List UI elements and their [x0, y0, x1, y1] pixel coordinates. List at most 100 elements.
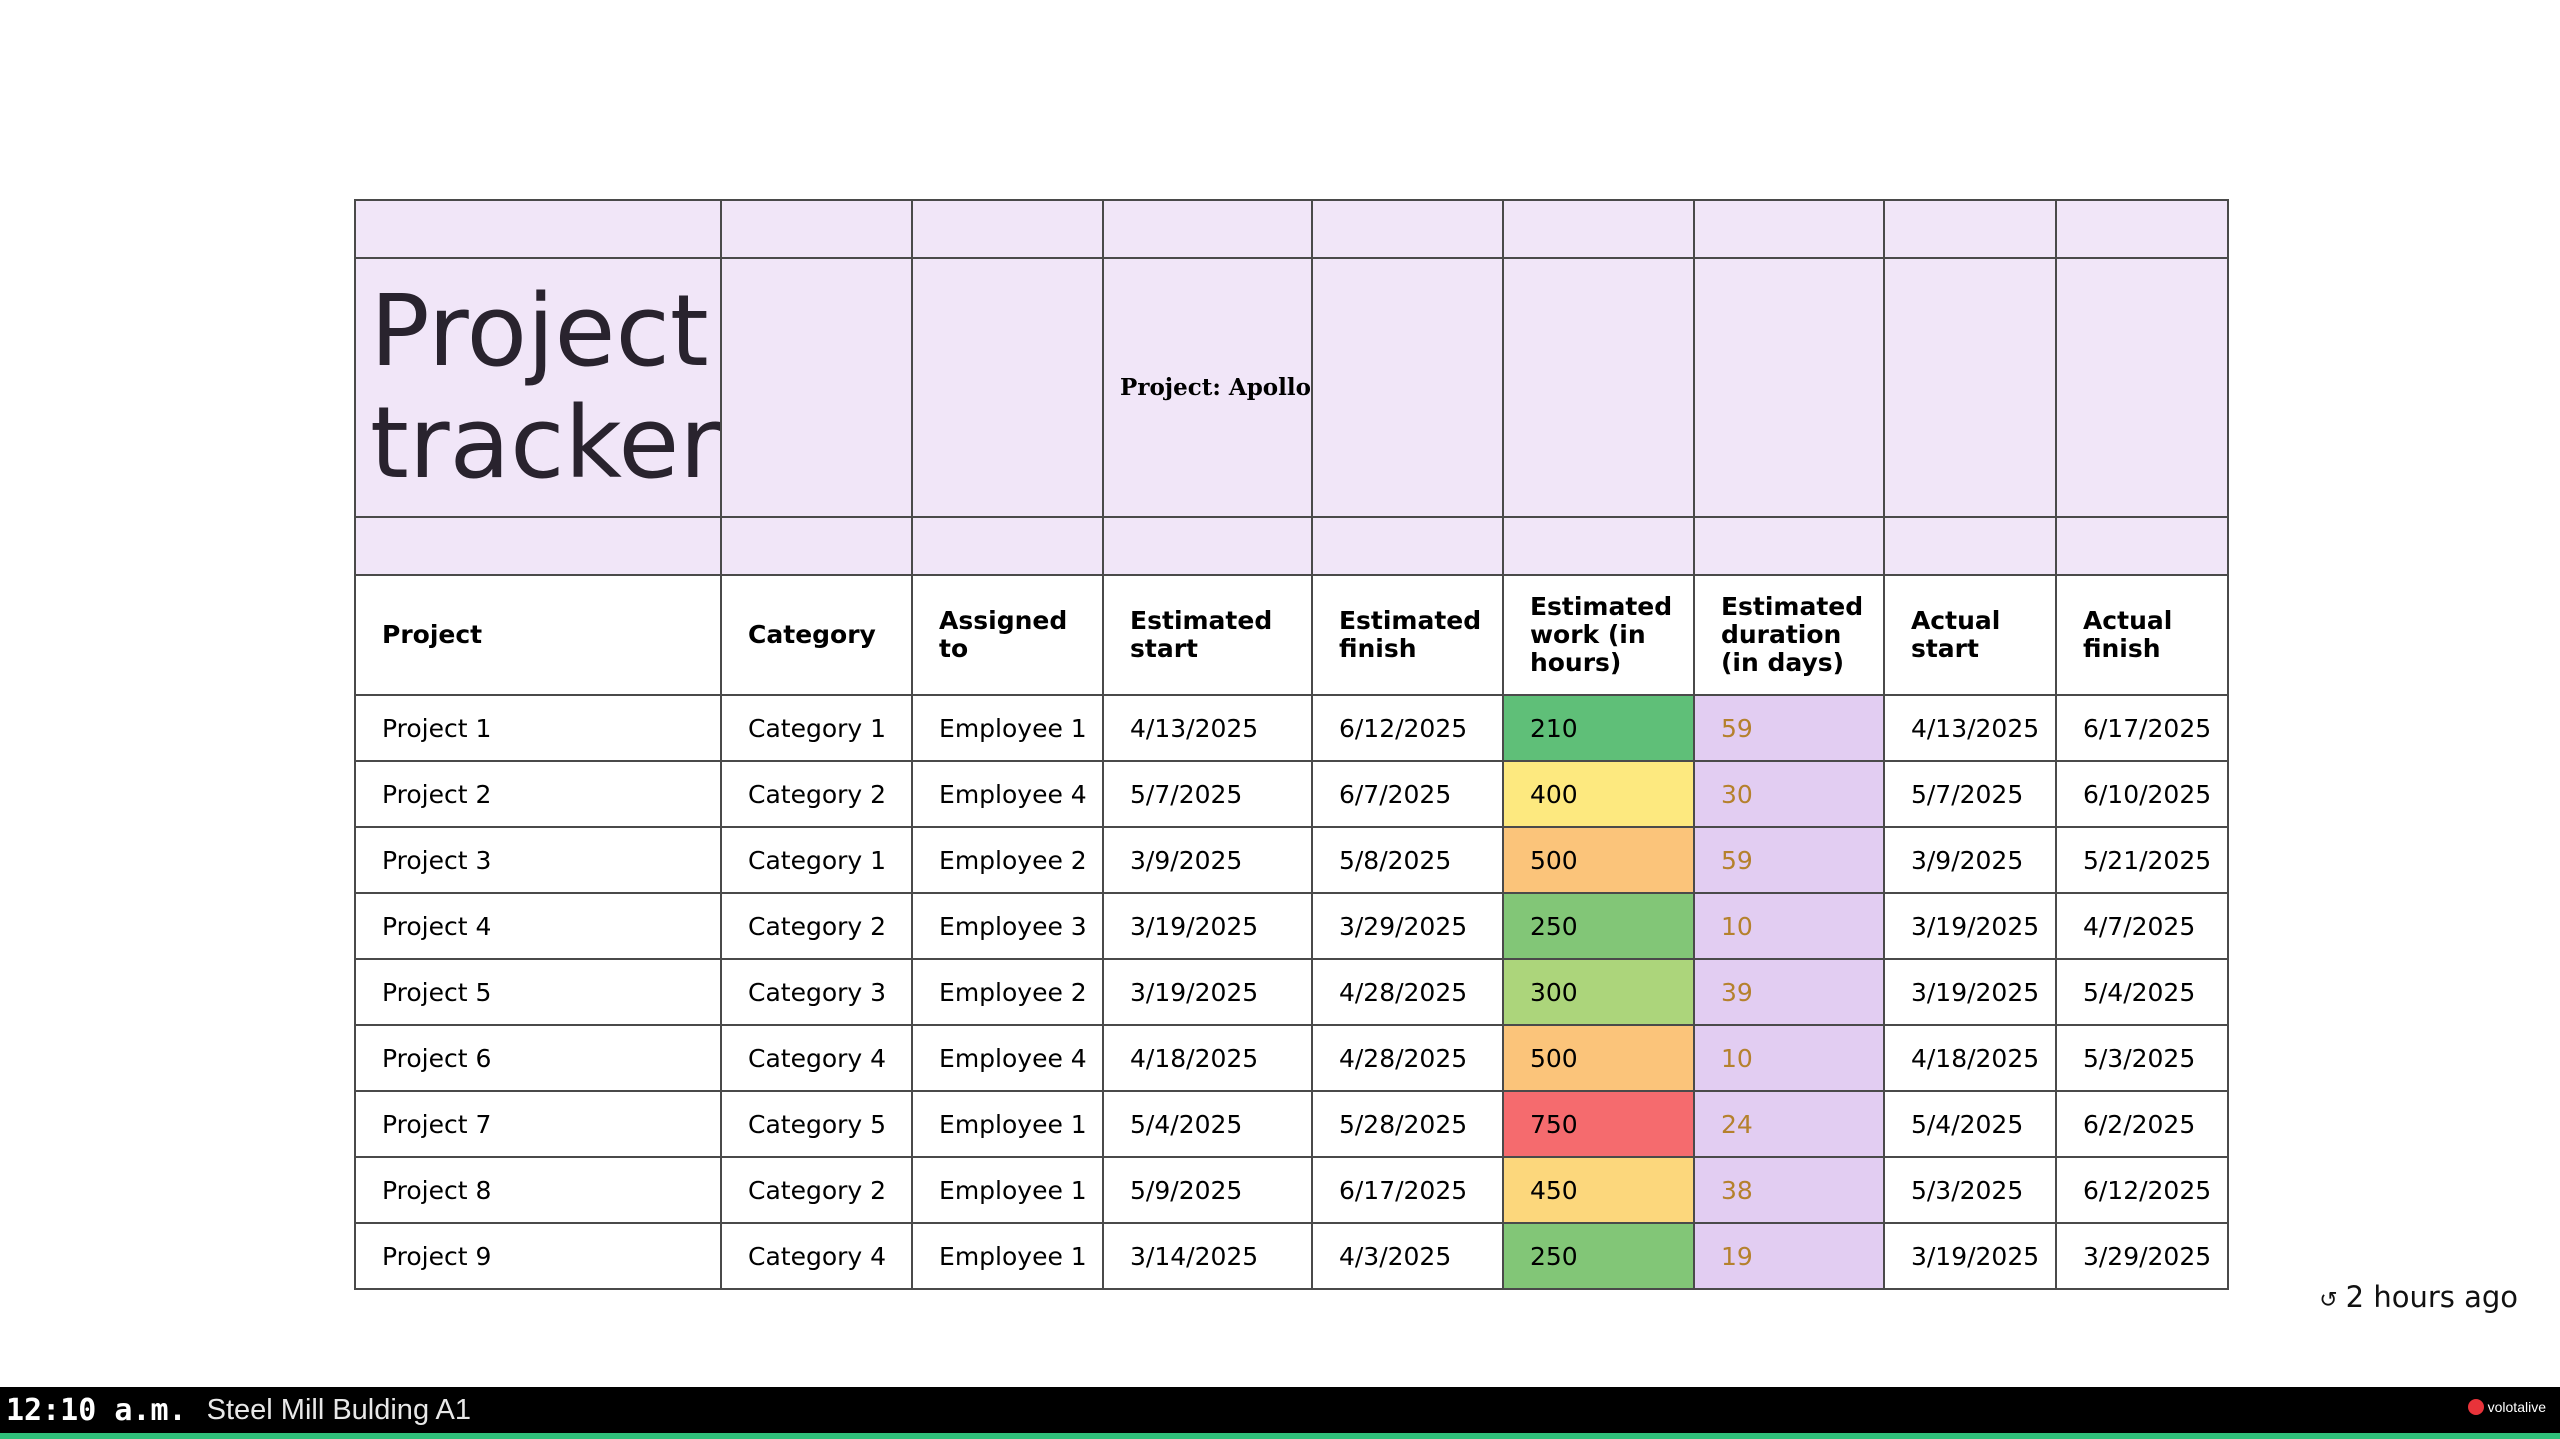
page-title[interactable]: Project tracker [353, 257, 723, 518]
cell-assigned[interactable]: Employee 4 [911, 1024, 1105, 1092]
cell-category[interactable]: Category 4 [720, 1222, 914, 1290]
table-row: Project 3 Category 1 Employee 2 3/9/2025 5/8… [353, 826, 2229, 894]
cell-work[interactable]: 300 [1501, 958, 1695, 1026]
cell-assigned[interactable]: Employee 3 [911, 892, 1105, 960]
cell-category[interactable]: Category 2 [720, 892, 914, 960]
project-name-label[interactable]: Project: Apollo [1102, 257, 1313, 518]
column-header[interactable]: Project [353, 574, 723, 696]
column-header[interactable]: Assigned to [911, 574, 1105, 696]
cell-work[interactable]: 450 [1501, 1156, 1695, 1224]
cell-project[interactable]: Project 2 [353, 760, 723, 828]
cell-est-start[interactable]: 3/9/2025 [1102, 826, 1313, 894]
cell-est-start[interactable]: 3/14/2025 [1102, 1222, 1313, 1290]
cell-project[interactable]: Project 5 [353, 958, 723, 1026]
cell-act-finish[interactable]: 6/17/2025 [2054, 694, 2229, 762]
cell-duration[interactable]: 30 [1692, 760, 1885, 828]
cell-act-start[interactable]: 3/9/2025 [1882, 826, 2057, 894]
cell-act-finish[interactable]: 4/7/2025 [2054, 892, 2229, 960]
project-tracker-table: Project tracker Project: Apollo Project … [353, 199, 2229, 1290]
cell-est-start[interactable]: 3/19/2025 [1102, 892, 1313, 960]
cell-act-finish[interactable]: 6/10/2025 [2054, 760, 2229, 828]
column-header[interactable]: Category [720, 574, 914, 696]
cell-duration[interactable]: 38 [1692, 1156, 1885, 1224]
cell-act-finish[interactable]: 6/2/2025 [2054, 1090, 2229, 1158]
column-header[interactable]: Estimated duration (in days) [1692, 574, 1885, 696]
cell-work[interactable]: 500 [1501, 1024, 1695, 1092]
cell-assigned[interactable]: Employee 4 [911, 760, 1105, 828]
cell-project[interactable]: Project 3 [353, 826, 723, 894]
table-row: Project 6 Category 4 Employee 4 4/18/2025 4/… [353, 1024, 2229, 1092]
cell-est-finish[interactable]: 4/3/2025 [1310, 1222, 1504, 1290]
cell-duration[interactable]: 39 [1692, 958, 1885, 1026]
cell-project[interactable]: Project 7 [353, 1090, 723, 1158]
cell-work[interactable]: 500 [1501, 826, 1695, 894]
cell-duration[interactable]: 19 [1692, 1222, 1885, 1290]
cell-est-finish[interactable]: 5/8/2025 [1310, 826, 1504, 894]
cell-act-start[interactable]: 5/7/2025 [1882, 760, 2057, 828]
cell-duration[interactable]: 59 [1692, 826, 1885, 894]
cell-act-start[interactable]: 4/18/2025 [1882, 1024, 2057, 1092]
cell-est-start[interactable]: 5/4/2025 [1102, 1090, 1313, 1158]
cell-work[interactable]: 400 [1501, 760, 1695, 828]
column-header[interactable]: Estimated work (in hours) [1501, 574, 1695, 696]
cell-category[interactable]: Category 2 [720, 760, 914, 828]
cell-act-finish[interactable]: 5/3/2025 [2054, 1024, 2229, 1092]
column-header-row: Project Category Assigned to Estimated s… [353, 574, 2229, 696]
last-refreshed-text: 2 hours ago [2345, 1280, 2518, 1314]
cell-est-start[interactable]: 3/19/2025 [1102, 958, 1313, 1026]
cell-act-start[interactable]: 3/19/2025 [1882, 958, 2057, 1026]
cell-act-start[interactable]: 5/4/2025 [1882, 1090, 2057, 1158]
cell-category[interactable]: Category 3 [720, 958, 914, 1026]
cell-duration[interactable]: 10 [1692, 892, 1885, 960]
cell-project[interactable]: Project 1 [353, 694, 723, 762]
cell-project[interactable]: Project 9 [353, 1222, 723, 1290]
column-header[interactable]: Actual start [1882, 574, 2057, 696]
cell-est-start[interactable]: 5/9/2025 [1102, 1156, 1313, 1224]
cell-duration[interactable]: 10 [1692, 1024, 1885, 1092]
cell-assigned[interactable]: Employee 2 [911, 826, 1105, 894]
cell-assigned[interactable]: Employee 1 [911, 694, 1105, 762]
cell-est-finish[interactable]: 4/28/2025 [1310, 1024, 1504, 1092]
cell-act-start[interactable]: 5/3/2025 [1882, 1156, 2057, 1224]
cell-category[interactable]: Category 1 [720, 694, 914, 762]
cell-act-start[interactable]: 3/19/2025 [1882, 1222, 2057, 1290]
cell-category[interactable]: Category 5 [720, 1090, 914, 1158]
cell-assigned[interactable]: Employee 1 [911, 1156, 1105, 1224]
cell-est-start[interactable]: 4/18/2025 [1102, 1024, 1313, 1092]
cell-act-finish[interactable]: 5/4/2025 [2054, 958, 2229, 1026]
cell-est-finish[interactable]: 6/7/2025 [1310, 760, 1504, 828]
cell-project[interactable]: Project 6 [353, 1024, 723, 1092]
cell-work[interactable]: 210 [1501, 694, 1695, 762]
record-dot-icon [2467, 1399, 2484, 1415]
cell-est-finish[interactable]: 6/17/2025 [1310, 1156, 1504, 1224]
cell-assigned[interactable]: Employee 1 [911, 1222, 1105, 1290]
cell-work[interactable]: 250 [1501, 892, 1695, 960]
cell-project[interactable]: Project 8 [353, 1156, 723, 1224]
cell-work[interactable]: 750 [1501, 1090, 1695, 1158]
cell-assigned[interactable]: Employee 1 [911, 1090, 1105, 1158]
cell-project[interactable]: Project 4 [353, 892, 723, 960]
cell-act-start[interactable]: 3/19/2025 [1882, 892, 2057, 960]
column-header[interactable]: Actual finish [2054, 574, 2229, 696]
cell-work[interactable]: 250 [1501, 1222, 1695, 1290]
cell-assigned[interactable]: Employee 2 [911, 958, 1105, 1026]
cell-category[interactable]: Category 1 [720, 826, 914, 894]
cell-duration[interactable]: 24 [1692, 1090, 1885, 1158]
column-header[interactable]: Estimated start [1102, 574, 1313, 696]
cell-category[interactable]: Category 2 [720, 1156, 914, 1224]
cell-act-finish[interactable]: 5/21/2025 [2054, 826, 2229, 894]
brand-name: volotalive [2487, 1399, 2546, 1415]
cell-est-start[interactable]: 4/13/2025 [1102, 694, 1313, 762]
column-header[interactable]: Estimated finish [1310, 574, 1504, 696]
cell-act-finish[interactable]: 3/29/2025 [2054, 1222, 2229, 1290]
cell-act-finish[interactable]: 6/12/2025 [2054, 1156, 2229, 1224]
cell-est-finish[interactable]: 3/29/2025 [1310, 892, 1504, 960]
cell-category[interactable]: Category 4 [720, 1024, 914, 1092]
cell-duration[interactable]: 59 [1692, 694, 1885, 762]
cell-est-finish[interactable]: 5/28/2025 [1310, 1090, 1504, 1158]
cell-est-finish[interactable]: 4/28/2025 [1310, 958, 1504, 1026]
cell-est-finish[interactable]: 6/12/2025 [1310, 694, 1504, 762]
cell-est-start[interactable]: 5/7/2025 [1102, 760, 1313, 828]
header-band-top-row [353, 199, 2229, 259]
cell-act-start[interactable]: 4/13/2025 [1882, 694, 2057, 762]
